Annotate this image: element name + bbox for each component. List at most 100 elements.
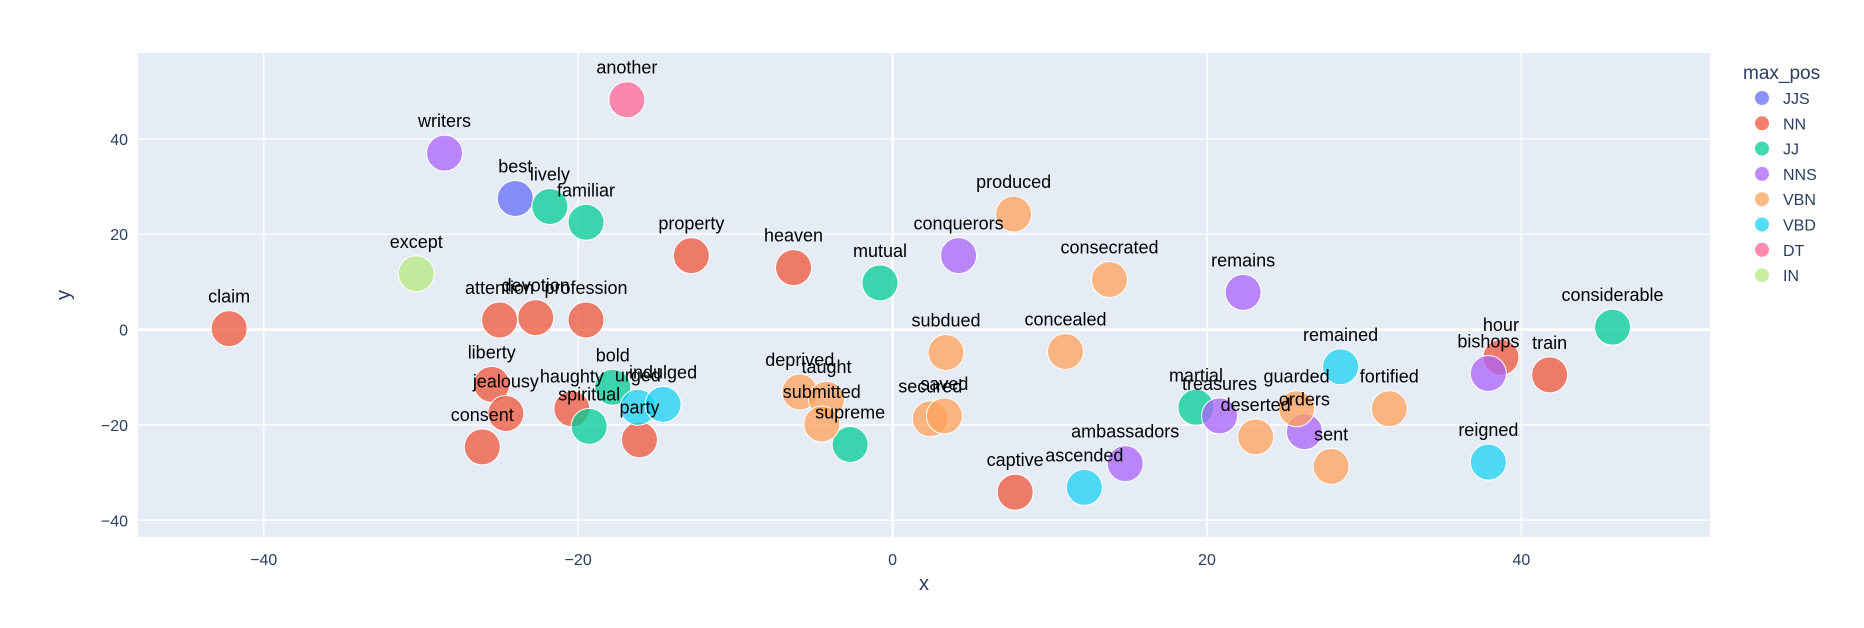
point-label: conquerors xyxy=(914,214,1004,234)
point-label: mutual xyxy=(853,241,907,261)
x-tick-label: 40 xyxy=(1512,552,1530,569)
point-label: except xyxy=(390,232,443,252)
data-points xyxy=(210,81,1632,511)
point-label: ambassadors xyxy=(1071,422,1179,442)
data-point xyxy=(1322,348,1360,386)
data-point xyxy=(397,255,435,293)
legend-marker xyxy=(1755,116,1769,131)
data-point xyxy=(620,421,658,459)
data-point xyxy=(927,333,965,371)
data-point xyxy=(996,473,1034,511)
data-point xyxy=(567,203,605,241)
data-point xyxy=(496,179,534,217)
point-label: familiar xyxy=(557,180,615,200)
point-label: sent xyxy=(1314,424,1348,444)
point-label: writers xyxy=(417,111,471,131)
x-tick-label: 20 xyxy=(1198,552,1216,569)
point-label: train xyxy=(1532,333,1567,353)
legend-marker xyxy=(1755,166,1769,181)
data-point xyxy=(1237,418,1275,456)
point-label: attention xyxy=(465,278,534,298)
legend-entry: VBD xyxy=(1783,218,1816,235)
point-label: spiritual xyxy=(558,384,620,404)
point-label: property xyxy=(658,214,724,234)
legend-entry: VBN xyxy=(1783,192,1816,209)
legend-entry: JJS xyxy=(1783,91,1810,108)
legend-marker xyxy=(1755,192,1769,207)
point-label: consecrated xyxy=(1060,238,1158,258)
point-label: devotion xyxy=(502,276,570,296)
data-point xyxy=(463,428,501,466)
point-label: secured xyxy=(898,377,962,397)
point-label: another xyxy=(596,58,657,78)
data-point xyxy=(1370,390,1408,428)
data-point xyxy=(1594,308,1632,346)
legend-entry: JJ xyxy=(1783,142,1799,159)
data-point xyxy=(1224,273,1262,311)
data-point xyxy=(995,195,1033,233)
legend-marker xyxy=(1755,268,1769,283)
point-label: concealed xyxy=(1024,310,1106,330)
legend-entry: NNS xyxy=(1783,167,1817,184)
y-tick-label: 40 xyxy=(110,132,128,149)
point-label: captive xyxy=(987,450,1044,470)
point-label: remained xyxy=(1303,325,1378,345)
legend-title: max_pos xyxy=(1743,63,1820,84)
data-point xyxy=(775,249,813,287)
point-label: party xyxy=(619,398,659,418)
point-label: indulged xyxy=(629,362,697,382)
point-label: considerable xyxy=(1561,285,1663,305)
data-point xyxy=(1065,468,1103,506)
data-point xyxy=(1469,354,1507,392)
x-tick-labels: −40 −20 0 20 40 xyxy=(250,552,1530,569)
point-label: martial xyxy=(1169,365,1223,385)
point-label: lively xyxy=(530,165,570,185)
data-point xyxy=(1201,397,1239,435)
data-point xyxy=(672,237,710,275)
point-label: best xyxy=(498,156,532,176)
data-point xyxy=(861,264,899,302)
data-point xyxy=(1312,447,1350,485)
point-label: reigned xyxy=(1458,420,1518,440)
y-tick-label: 20 xyxy=(110,227,128,244)
point-label: subdued xyxy=(911,310,980,330)
point-label: bishops xyxy=(1457,331,1519,351)
legend-entry: IN xyxy=(1783,268,1799,285)
data-point xyxy=(531,188,569,226)
data-point xyxy=(1106,445,1144,483)
point-label: deprived xyxy=(765,350,834,370)
x-tick-label: −40 xyxy=(250,552,277,569)
legend-marker xyxy=(1755,217,1769,232)
point-label: jealousy xyxy=(472,371,539,391)
data-point xyxy=(925,397,963,435)
data-point xyxy=(1090,261,1128,299)
data-point xyxy=(570,407,608,445)
data-point xyxy=(1046,333,1084,371)
data-point xyxy=(1469,443,1507,481)
data-point xyxy=(567,301,605,339)
data-point xyxy=(803,405,841,443)
legend-entry: DT xyxy=(1783,243,1805,260)
legend-entry: NN xyxy=(1783,116,1806,133)
data-point xyxy=(644,385,682,423)
data-point xyxy=(831,425,869,463)
x-axis-title: x xyxy=(919,573,929,595)
point-label: orders xyxy=(1279,390,1330,410)
x-tick-label: 0 xyxy=(888,552,897,569)
point-label: saved xyxy=(920,374,968,394)
y-tick-label: −20 xyxy=(101,418,128,435)
point-label: bold xyxy=(596,345,630,365)
point-label: submitted xyxy=(783,382,861,402)
x-tick-label: −20 xyxy=(565,552,592,569)
point-label: urged xyxy=(615,365,661,385)
point-label: ascended xyxy=(1045,445,1123,465)
point-label: treasures xyxy=(1182,374,1257,394)
data-point xyxy=(426,134,464,172)
point-label: profession xyxy=(544,278,627,298)
y-tick-label: −40 xyxy=(101,513,128,530)
point-label: heaven xyxy=(764,226,823,246)
point-label: produced xyxy=(976,172,1051,192)
plot-background xyxy=(138,53,1710,537)
